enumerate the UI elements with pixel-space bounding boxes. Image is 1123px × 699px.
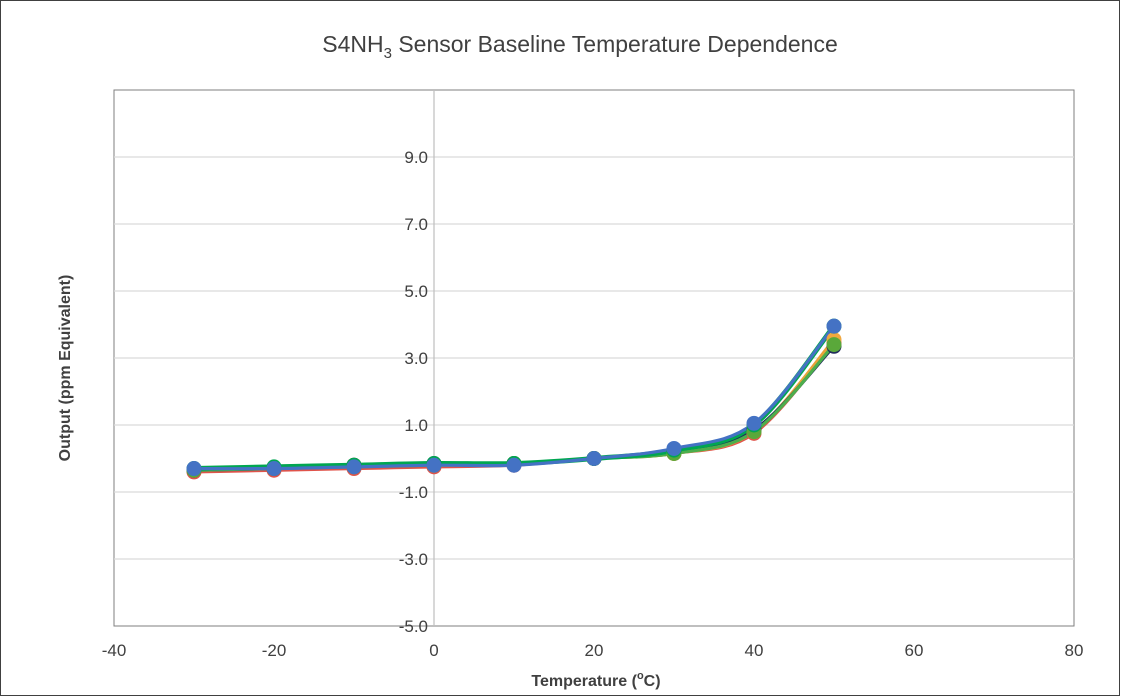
x-tick-label: 80 — [1065, 641, 1084, 660]
y-tick-labels: -5.0 -3.0 -1.0 1.0 3.0 5.0 7.0 9.0 — [399, 148, 428, 636]
x-axis-title: Temperature (oC) — [531, 670, 660, 690]
x-tick-label: 60 — [905, 641, 924, 660]
chart-title: S4NH3 Sensor Baseline Temperature Depend… — [322, 31, 838, 62]
series-markers — [186, 318, 842, 480]
x-tick-label: 40 — [745, 641, 764, 660]
data-point — [186, 461, 202, 477]
data-point — [826, 318, 842, 334]
y-axis-title: Output (ppm Equivalent) — [57, 275, 74, 462]
y-tick-label: 9.0 — [404, 148, 428, 167]
y-tick-label: 1.0 — [404, 416, 428, 435]
y-tick-label: 3.0 — [404, 349, 428, 368]
data-point — [426, 457, 442, 473]
data-point — [266, 461, 282, 477]
data-point — [506, 457, 522, 473]
x-tick-labels: -40 -20 0 20 40 60 80 — [102, 641, 1084, 660]
data-point — [826, 337, 842, 353]
y-tick-label: -1.0 — [399, 483, 428, 502]
x-tick-label: 0 — [429, 641, 438, 660]
y-tick-label: 5.0 — [404, 282, 428, 301]
x-tick-label: -20 — [262, 641, 287, 660]
gridlines — [114, 90, 1074, 626]
y-tick-label: 7.0 — [404, 215, 428, 234]
data-point — [666, 440, 682, 456]
data-point — [746, 415, 762, 431]
data-point — [586, 451, 602, 466]
y-tick-label: -5.0 — [399, 617, 428, 636]
y-tick-label: -3.0 — [399, 550, 428, 569]
x-tick-label: -40 — [102, 641, 127, 660]
data-point — [346, 459, 362, 475]
x-tick-label: 20 — [585, 641, 604, 660]
